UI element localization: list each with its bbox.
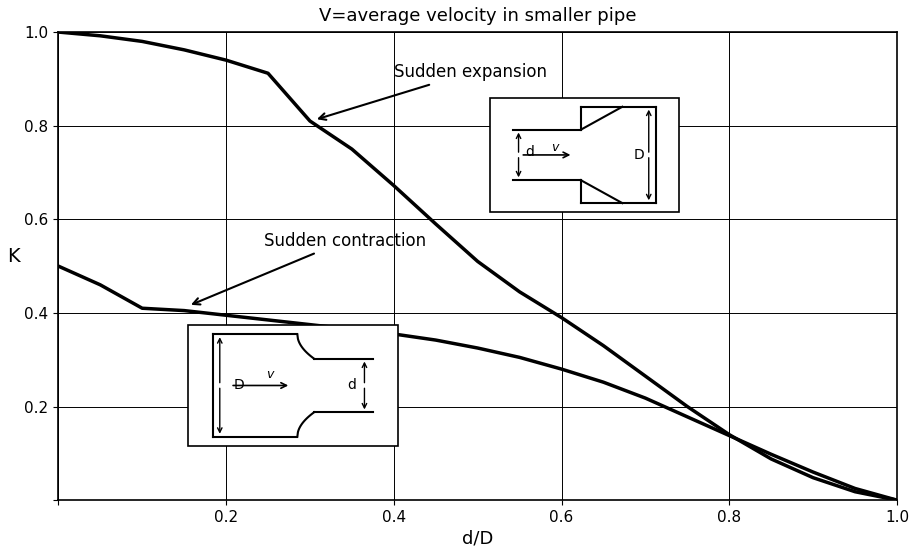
X-axis label: d/D: d/D bbox=[462, 529, 494, 547]
Bar bbox=[490, 98, 679, 212]
Text: v: v bbox=[267, 368, 274, 381]
Text: Sudden contraction: Sudden contraction bbox=[193, 232, 426, 305]
Text: v: v bbox=[551, 141, 558, 154]
Text: D: D bbox=[634, 148, 645, 162]
Text: Sudden expansion: Sudden expansion bbox=[319, 63, 547, 120]
Text: d: d bbox=[526, 145, 534, 160]
Title: V=average velocity in smaller pipe: V=average velocity in smaller pipe bbox=[319, 7, 637, 25]
Bar bbox=[189, 325, 398, 447]
Text: D: D bbox=[234, 378, 244, 392]
Text: d: d bbox=[347, 378, 356, 392]
Y-axis label: K: K bbox=[7, 247, 19, 266]
